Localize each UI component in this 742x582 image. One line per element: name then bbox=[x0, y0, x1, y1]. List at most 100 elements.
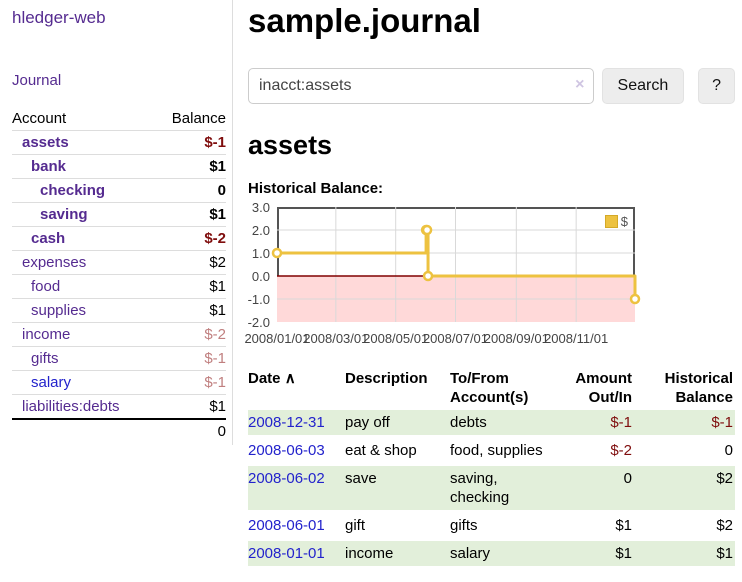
account-row: salary $-1 bbox=[12, 370, 226, 395]
account-row: supplies $1 bbox=[12, 298, 226, 323]
account-balance: $-1 bbox=[154, 130, 226, 155]
transaction-balance: 0 bbox=[640, 436, 735, 466]
y-axis-tick-label: 3.0 bbox=[251, 200, 270, 215]
account-row: assets $-1 bbox=[12, 130, 226, 155]
transaction-balance: $2 bbox=[640, 511, 735, 541]
column-header-date[interactable]: Date ∧ bbox=[248, 370, 296, 387]
register-header-row: Date ∧ Description To/From Account(s) Am… bbox=[248, 367, 735, 410]
transaction-description: save bbox=[345, 464, 450, 513]
search-form: × Search ? bbox=[248, 68, 735, 104]
search-button[interactable]: Search bbox=[601, 68, 685, 104]
y-axis-tick-label: 2.0 bbox=[251, 223, 270, 238]
sidebar: hledger-web Journal Account Balance asse… bbox=[0, 0, 233, 445]
chart-heading: Historical Balance: bbox=[248, 180, 384, 197]
transaction-accounts: debts bbox=[450, 410, 562, 438]
legend-label: $ bbox=[620, 214, 628, 229]
account-link-supplies[interactable]: supplies bbox=[31, 302, 87, 319]
x-axis-tick-label: 2008/01/01 bbox=[244, 331, 310, 346]
account-link-income[interactable]: income bbox=[22, 326, 71, 343]
y-axis-tick-label: -2.0 bbox=[247, 315, 270, 330]
transaction-description: gift bbox=[345, 511, 450, 541]
sort-ascending-icon: ∧ bbox=[284, 370, 296, 387]
account-balance: $1 bbox=[154, 154, 226, 179]
transaction-amount: 0 bbox=[562, 464, 640, 513]
transaction-balance: $2 bbox=[640, 464, 735, 513]
account-link-food[interactable]: food bbox=[31, 278, 61, 295]
chart-plot-area: $ bbox=[271, 207, 641, 322]
x-axis-tick-label: 2008/11/01 bbox=[544, 331, 609, 346]
account-row: saving $1 bbox=[12, 202, 226, 227]
account-balance: $-2 bbox=[154, 322, 226, 347]
account-link-expenses[interactable]: expenses bbox=[22, 254, 87, 271]
column-header-balance: Historical Balance bbox=[664, 370, 733, 406]
transaction-date-link[interactable]: 2008-12-31 bbox=[248, 414, 325, 431]
accounts-table-header: Account Balance bbox=[12, 107, 226, 131]
account-balance: $1 bbox=[154, 394, 226, 419]
chart-legend: $ bbox=[604, 214, 628, 229]
column-header-balance: Balance bbox=[171, 110, 226, 127]
x-axis-tick-label: 2008/07/01 bbox=[422, 331, 489, 346]
register-row: 2008-12-31 pay off debts $-1 $-1 bbox=[248, 410, 735, 438]
account-row: income $-2 bbox=[12, 322, 226, 347]
transaction-description: eat & shop bbox=[345, 436, 450, 466]
transaction-date-link[interactable]: 2008-06-02 bbox=[248, 470, 325, 487]
chart-canvas bbox=[271, 207, 641, 322]
transaction-accounts: salary bbox=[450, 539, 562, 569]
account-link-assets[interactable]: assets bbox=[22, 134, 69, 151]
data-point-marker bbox=[271, 247, 283, 259]
data-point-marker bbox=[422, 270, 434, 282]
account-link-cash[interactable]: cash bbox=[31, 230, 66, 247]
accounts-total-row: 0 bbox=[12, 418, 226, 443]
column-header-description: Description bbox=[345, 370, 428, 387]
account-balance: 0 bbox=[154, 178, 226, 203]
transaction-amount: $-2 bbox=[562, 436, 640, 466]
data-point-marker bbox=[421, 224, 433, 236]
transaction-balance: $1 bbox=[640, 539, 735, 569]
chart-y-axis: 3.0 2.0 1.0 0.0 -1.0 -2.0 bbox=[242, 200, 273, 330]
register-table: Date ∧ Description To/From Account(s) Am… bbox=[248, 367, 735, 569]
transaction-balance: $-1 bbox=[640, 410, 735, 438]
account-balance: $2 bbox=[154, 250, 226, 275]
account-balance: $1 bbox=[154, 274, 226, 299]
account-balance: $1 bbox=[154, 202, 226, 227]
account-row: expenses $2 bbox=[12, 250, 226, 275]
clear-search-icon[interactable]: × bbox=[575, 76, 585, 93]
transaction-accounts: saving, checking bbox=[450, 464, 562, 513]
account-link-liabilities-debts[interactable]: liabilities:debts bbox=[22, 398, 120, 415]
help-button[interactable]: ? bbox=[698, 68, 735, 104]
transaction-accounts: food, supplies bbox=[450, 436, 562, 466]
transaction-description: income bbox=[345, 539, 450, 569]
account-row: checking 0 bbox=[12, 178, 226, 203]
transaction-date-link[interactable]: 2008-06-01 bbox=[248, 517, 325, 534]
account-link-gifts[interactable]: gifts bbox=[31, 350, 59, 367]
account-row: liabilities:debts $1 bbox=[12, 394, 226, 419]
register-row: 2008-06-01 gift gifts $1 $2 bbox=[248, 511, 735, 541]
transaction-date-link[interactable]: 2008-01-01 bbox=[248, 545, 325, 562]
register-row: 2008-06-03 eat & shop food, supplies $-2… bbox=[248, 436, 735, 466]
account-row: gifts $-1 bbox=[12, 346, 226, 371]
app-title-link[interactable]: hledger-web bbox=[12, 8, 106, 27]
account-row: bank $1 bbox=[12, 154, 226, 179]
x-axis-tick-label: 2008/03/01 bbox=[303, 331, 369, 346]
account-balance: $-2 bbox=[154, 226, 226, 251]
legend-swatch-icon bbox=[604, 215, 618, 228]
account-row: cash $-2 bbox=[12, 226, 226, 251]
column-header-accounts: To/From Account(s) bbox=[450, 370, 529, 406]
register-row: 2008-06-02 save saving, checking 0 $2 bbox=[248, 464, 735, 513]
y-axis-tick-label: 1.0 bbox=[251, 246, 270, 261]
transaction-date-link[interactable]: 2008-06-03 bbox=[248, 442, 325, 459]
account-link-saving[interactable]: saving bbox=[40, 206, 88, 223]
register-row: 2008-01-01 income salary $1 $1 bbox=[248, 539, 735, 569]
account-balance: $-1 bbox=[154, 370, 226, 395]
accounts-total-value: 0 bbox=[154, 418, 226, 443]
account-link-checking[interactable]: checking bbox=[40, 182, 106, 199]
search-input[interactable] bbox=[248, 68, 594, 104]
account-row: food $1 bbox=[12, 274, 226, 299]
account-link-salary[interactable]: salary bbox=[31, 374, 72, 391]
sidebar-item-journal[interactable]: Journal bbox=[12, 72, 62, 89]
page-title: sample.journal bbox=[248, 2, 481, 39]
transaction-description: pay off bbox=[345, 410, 450, 438]
chart-x-axis: 2008/01/01 2008/03/01 2008/05/01 2008/07/01… bbox=[244, 331, 635, 347]
account-link-bank[interactable]: bank bbox=[31, 158, 67, 175]
data-point-marker bbox=[629, 293, 641, 305]
